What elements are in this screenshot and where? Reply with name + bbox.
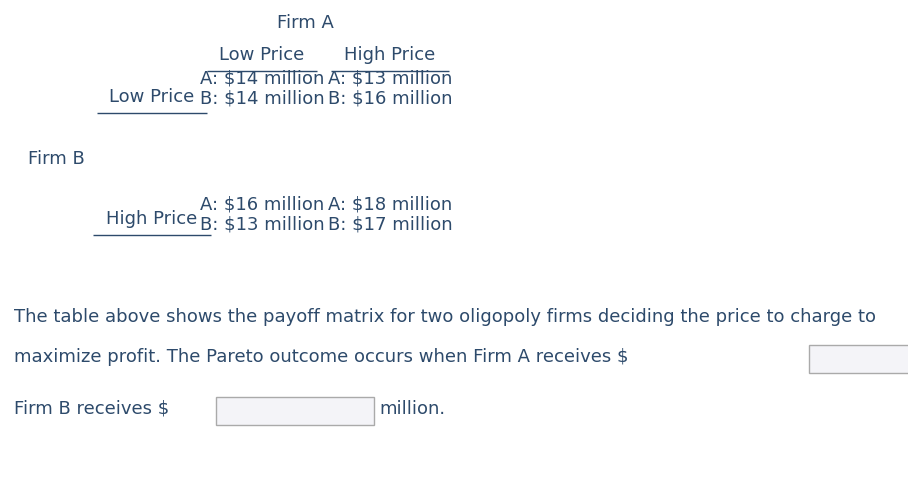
Text: Low Price: Low Price [109,88,194,106]
Text: A: $18 million: A: $18 million [328,196,452,214]
Text: B: $17 million: B: $17 million [328,216,452,234]
Text: High Price: High Price [344,46,436,64]
Bar [809,345,908,373]
Text: A: $16 million: A: $16 million [200,196,324,214]
Text: B: $14 million: B: $14 million [200,90,324,108]
Text: Firm B: Firm B [28,150,84,168]
Text: Firm B receives $: Firm B receives $ [14,400,169,418]
Text: million.: million. [380,400,446,418]
Text: A: $14 million: A: $14 million [200,70,324,88]
Text: B: $13 million: B: $13 million [200,216,324,234]
Text: The table above shows the payoff matrix for two oligopoly firms deciding the pri: The table above shows the payoff matrix … [14,308,876,326]
Text: B: $16 million: B: $16 million [328,90,452,108]
Text: Firm A: Firm A [277,14,333,32]
Text: High Price: High Price [106,210,198,228]
Bar [216,397,374,425]
Text: A: $13 million: A: $13 million [328,70,452,88]
Text: Low Price: Low Price [220,46,304,64]
Text: maximize profit. The Pareto outcome occurs when Firm A receives $: maximize profit. The Pareto outcome occu… [14,348,628,366]
